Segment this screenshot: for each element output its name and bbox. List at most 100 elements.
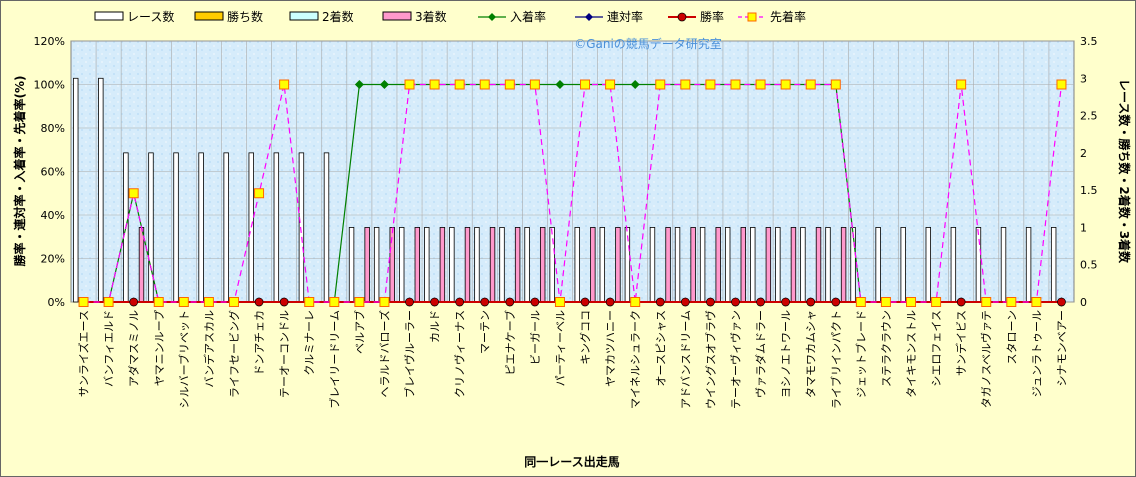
category-label: ライブリインパクト xyxy=(829,310,843,409)
line-0-point xyxy=(354,80,364,89)
category-label: バンフィエルド xyxy=(103,310,116,387)
line-3-point xyxy=(354,297,365,307)
x-axis-title: 同一レース出走馬 xyxy=(524,454,619,469)
line-3-point xyxy=(178,297,189,307)
legend-marker xyxy=(488,13,496,21)
line-2-point xyxy=(706,297,715,307)
line-2-point xyxy=(480,297,490,307)
line-0-point xyxy=(555,80,565,89)
category-label: ブレイリードリーム xyxy=(327,310,341,409)
bar-3 xyxy=(138,227,145,303)
bar-0 xyxy=(499,227,505,303)
bar-0 xyxy=(248,152,254,303)
bar-0 xyxy=(449,227,455,303)
left-tick-label: 20% xyxy=(41,253,65,266)
line-2-point xyxy=(279,297,289,307)
line-2-point xyxy=(129,297,139,307)
gridlines xyxy=(71,40,1074,303)
category-label: テーオーコンドル xyxy=(278,310,291,398)
category-label: ビーガール xyxy=(529,310,542,365)
watermark-text: ©Ganiの競馬データ研究室 xyxy=(574,36,722,51)
bar-0 xyxy=(173,152,179,303)
legend-label: 入着率 xyxy=(510,9,546,24)
bar-0 xyxy=(424,227,430,303)
line-2-point xyxy=(455,297,465,307)
category-label: テーオーヴィヴァン xyxy=(729,310,743,409)
bar-0 xyxy=(825,227,831,303)
line-3-point xyxy=(605,79,616,90)
bar-0 xyxy=(373,227,380,303)
line-2-point xyxy=(956,297,966,307)
category-label: ヴァラダムドラー xyxy=(754,310,768,398)
bar-0 xyxy=(223,152,229,303)
line-3 xyxy=(83,83,1063,303)
category-label: クリノヴィーナス xyxy=(453,310,467,398)
left-tick-label: 40% xyxy=(41,209,65,222)
line-3-point xyxy=(830,79,841,90)
category-label: キングココ xyxy=(578,310,592,365)
right-tick-label: 2 xyxy=(1080,147,1087,160)
line-2-point xyxy=(756,297,765,307)
line-3-point xyxy=(780,79,791,90)
bar-0 xyxy=(73,77,79,303)
category-label: タイキモンストル xyxy=(905,310,918,398)
line-3-point xyxy=(956,79,967,90)
bar-0 xyxy=(1050,227,1057,303)
line-3-point xyxy=(504,79,515,90)
line-2-point xyxy=(254,297,264,307)
line-2-point xyxy=(405,297,414,307)
category-labels: サンライズエース バンフィエルド アダマスミノル ヤマニンループ シルバーブリベット バン… xyxy=(77,310,1069,409)
line-2-point xyxy=(731,297,740,307)
line-3-point xyxy=(906,297,917,307)
category-label: シエロフェイス xyxy=(930,310,943,387)
legend-swatch xyxy=(194,11,224,21)
line-3-point xyxy=(1006,297,1017,307)
bar-0 xyxy=(724,227,731,303)
bar-0 xyxy=(975,227,982,303)
right-tick-label: 3 xyxy=(1080,72,1087,85)
bar-0 xyxy=(399,227,405,303)
category-label: ヨシノエトワール xyxy=(780,310,793,398)
bar-0 xyxy=(950,227,957,303)
category-label: ヘラルドバローズ xyxy=(377,310,391,397)
line-3-point xyxy=(554,297,565,307)
left-tick-label: 80% xyxy=(41,122,65,135)
line-2-point xyxy=(530,297,540,307)
legend-swatch xyxy=(382,11,412,21)
bar-0 xyxy=(298,152,305,303)
line-3-point xyxy=(103,297,114,307)
legend-label: 連対率 xyxy=(607,9,643,24)
bar-3 xyxy=(715,227,721,303)
bar-3 xyxy=(690,227,696,303)
bar-0 xyxy=(800,227,806,303)
bar-3 xyxy=(364,227,370,303)
line-3-point xyxy=(228,297,239,307)
line-3-point xyxy=(78,297,89,307)
category-label: スタローン xyxy=(1005,310,1018,364)
line-3-point xyxy=(379,297,390,307)
line-3-point xyxy=(1056,79,1067,90)
category-label: サンライズエース xyxy=(77,310,91,397)
bar-0 xyxy=(674,227,681,303)
category-label: ヤマカツハニー xyxy=(604,310,617,387)
bar-0 xyxy=(348,227,355,303)
legend-label: 勝ち数 xyxy=(227,9,263,24)
line-3-point xyxy=(630,297,641,307)
bar-3 xyxy=(590,227,596,303)
bar-0 xyxy=(775,227,781,303)
line-3-point xyxy=(981,297,992,307)
bar-3 xyxy=(514,227,521,303)
category-label: シナモンベアー xyxy=(1056,310,1069,386)
category-label: サンデイビス xyxy=(954,310,968,376)
line-3-point xyxy=(304,297,315,307)
bar-0 xyxy=(474,227,480,303)
line-3-point xyxy=(128,188,139,199)
bar-3 xyxy=(414,227,421,303)
bar-0 xyxy=(900,227,906,303)
bar-3 xyxy=(439,227,446,303)
bar-3 xyxy=(740,227,746,303)
bar-0 xyxy=(925,227,931,303)
legend-label: レース数 xyxy=(127,9,174,24)
line-3-point xyxy=(655,79,666,90)
